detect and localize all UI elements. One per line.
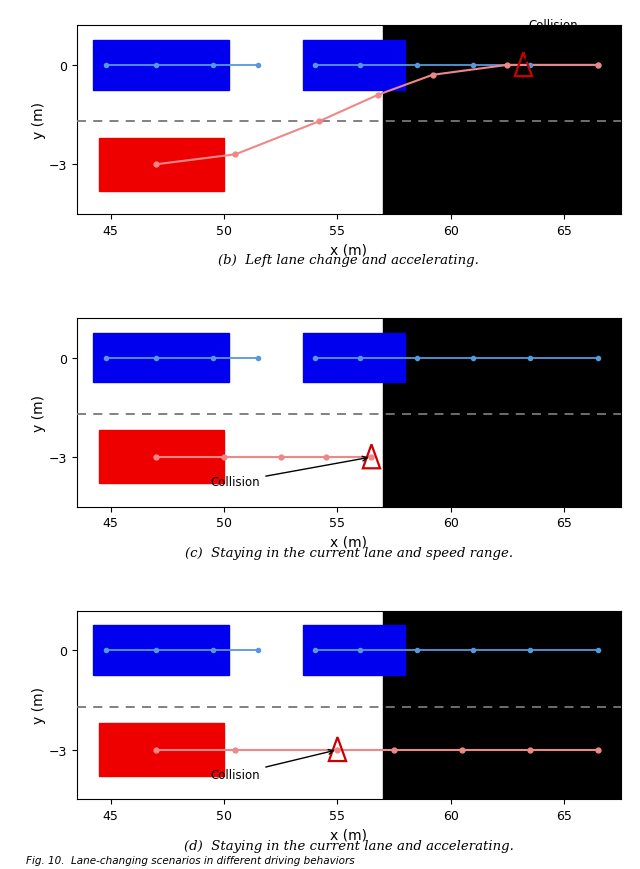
Bar: [99, 431, 224, 484]
X-axis label: x (m): x (m): [330, 243, 367, 257]
Text: (b)  Left lane change and accelerating.: (b) Left lane change and accelerating.: [218, 254, 479, 267]
Text: Fig. 10.  Lane-changing scenarios in different driving behaviors: Fig. 10. Lane-changing scenarios in diff…: [26, 855, 354, 865]
Bar: [99, 138, 224, 191]
X-axis label: x (m): x (m): [330, 535, 367, 549]
Bar: [383, 611, 621, 799]
Bar: [303, 41, 406, 90]
Text: Collision: Collision: [526, 19, 578, 63]
Y-axis label: y (m): y (m): [32, 102, 46, 139]
Text: (c)  Staying in the current lane and speed range.: (c) Staying in the current lane and spee…: [185, 547, 513, 559]
Bar: [99, 723, 224, 776]
Y-axis label: y (m): y (m): [32, 395, 46, 431]
Y-axis label: y (m): y (m): [32, 687, 46, 724]
Text: Collision: Collision: [211, 457, 367, 488]
Bar: [383, 318, 621, 507]
Bar: [303, 334, 406, 383]
Text: Collision: Collision: [211, 750, 333, 781]
Text: (d)  Staying in the current lane and accelerating.: (d) Staying in the current lane and acce…: [184, 839, 514, 852]
Bar: [93, 626, 228, 675]
Bar: [303, 626, 406, 675]
Bar: [93, 41, 228, 90]
Bar: [93, 334, 228, 383]
Bar: [383, 26, 621, 215]
X-axis label: x (m): x (m): [330, 828, 367, 842]
